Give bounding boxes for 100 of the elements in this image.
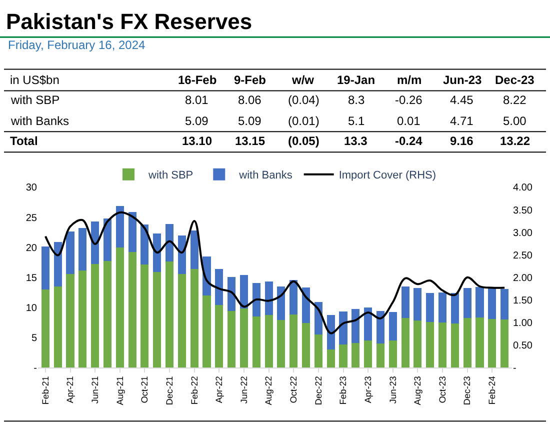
legend-label: with Banks <box>238 170 293 182</box>
bar <box>91 221 100 264</box>
bar <box>438 322 447 368</box>
bar <box>103 261 112 368</box>
bar <box>326 349 335 368</box>
bar <box>264 315 273 368</box>
text: 13.15 <box>235 134 266 148</box>
y2-tick-label: 2.00 <box>513 272 533 284</box>
text: (0.04) <box>288 93 320 107</box>
bar <box>128 212 136 252</box>
bar <box>463 288 472 318</box>
category-label: 19-Jan <box>337 73 376 87</box>
text: 9.16 <box>450 134 474 148</box>
bar <box>277 286 286 320</box>
x-tick-label: Apr-22 <box>214 376 224 404</box>
bar <box>352 309 360 343</box>
text: 13.10 <box>182 134 212 148</box>
y-tick-label: 20 <box>26 242 38 254</box>
text: 8.01 <box>185 93 208 107</box>
text: 13.22 <box>500 134 530 148</box>
bar <box>215 268 224 306</box>
bar <box>352 342 360 368</box>
bar <box>178 235 186 274</box>
bar <box>54 286 62 368</box>
x-tick-label: Apr-21 <box>65 376 76 404</box>
text: (0.01) <box>288 114 320 128</box>
bar <box>476 318 484 368</box>
bar <box>450 292 459 324</box>
bar <box>116 247 124 368</box>
bar <box>339 312 348 345</box>
bar <box>202 295 211 368</box>
text: 8.22 <box>503 93 526 107</box>
x-tick-label: Jun-23 <box>388 376 398 404</box>
y2-tick-label: - <box>513 363 516 374</box>
bar <box>500 288 509 320</box>
bar <box>463 318 472 368</box>
text: (0.05) <box>288 134 320 148</box>
category-label: w/w <box>291 73 315 87</box>
bar <box>190 268 198 368</box>
y-tick-label: 10 <box>26 302 38 314</box>
bar <box>426 292 434 322</box>
bar <box>41 246 50 290</box>
bar <box>66 274 74 368</box>
legend-label: Import Cover (RHS) <box>338 170 436 182</box>
bar <box>414 320 422 368</box>
text: 5.09 <box>185 114 208 128</box>
category-label: m/m <box>397 73 422 87</box>
x-tick-label: Feb-22 <box>189 376 200 405</box>
bar <box>252 316 260 368</box>
bar <box>376 311 384 344</box>
bar <box>252 282 260 316</box>
bar <box>153 272 162 368</box>
bar <box>488 288 496 319</box>
y-tick-label: 25 <box>26 212 38 224</box>
bar <box>302 323 310 368</box>
x-tick-label: Aug-23 <box>412 376 423 406</box>
bar <box>500 319 509 368</box>
bar <box>178 274 186 368</box>
bar <box>364 340 372 368</box>
bar <box>116 206 124 248</box>
bar <box>414 288 422 321</box>
bar <box>401 318 410 368</box>
bar <box>140 224 149 265</box>
bar <box>128 252 136 368</box>
category-label: Jun-23 <box>443 73 482 87</box>
bar <box>401 286 410 318</box>
x-tick-label: Feb-23 <box>338 376 348 405</box>
bar <box>326 315 335 350</box>
bar <box>388 340 397 368</box>
line-series <box>44 211 506 334</box>
text: 5.00 <box>503 114 526 128</box>
bar <box>438 292 447 322</box>
bar <box>215 305 224 368</box>
y-tick-label: - <box>34 363 37 374</box>
bar <box>339 344 348 368</box>
bar <box>54 242 62 286</box>
bar <box>240 274 248 309</box>
bar <box>66 232 74 274</box>
text: in US$bn <box>10 73 60 87</box>
x-tick-label: Apr-23 <box>362 376 373 404</box>
bar <box>450 324 459 368</box>
y-tick-label: 5 <box>31 332 38 344</box>
x-tick-label: Dec-23 <box>462 376 472 406</box>
text: 5.09 <box>238 114 262 128</box>
bar <box>190 230 198 269</box>
text: -0.26 <box>395 93 422 107</box>
bar <box>166 224 174 262</box>
bar <box>314 334 322 368</box>
y2-tick-label: 2.50 <box>513 250 533 262</box>
x-tick-label: Oct-23 <box>437 376 448 404</box>
bar <box>140 264 149 368</box>
text: 4.45 <box>450 93 474 107</box>
bar <box>153 233 162 272</box>
bar <box>264 282 273 316</box>
text: Friday, February 16, 2024 <box>8 38 146 52</box>
category-label: with SBP <box>11 93 60 107</box>
bar <box>290 314 298 368</box>
text: 8.3 <box>348 93 365 107</box>
bar <box>476 286 484 318</box>
bar <box>78 228 87 271</box>
